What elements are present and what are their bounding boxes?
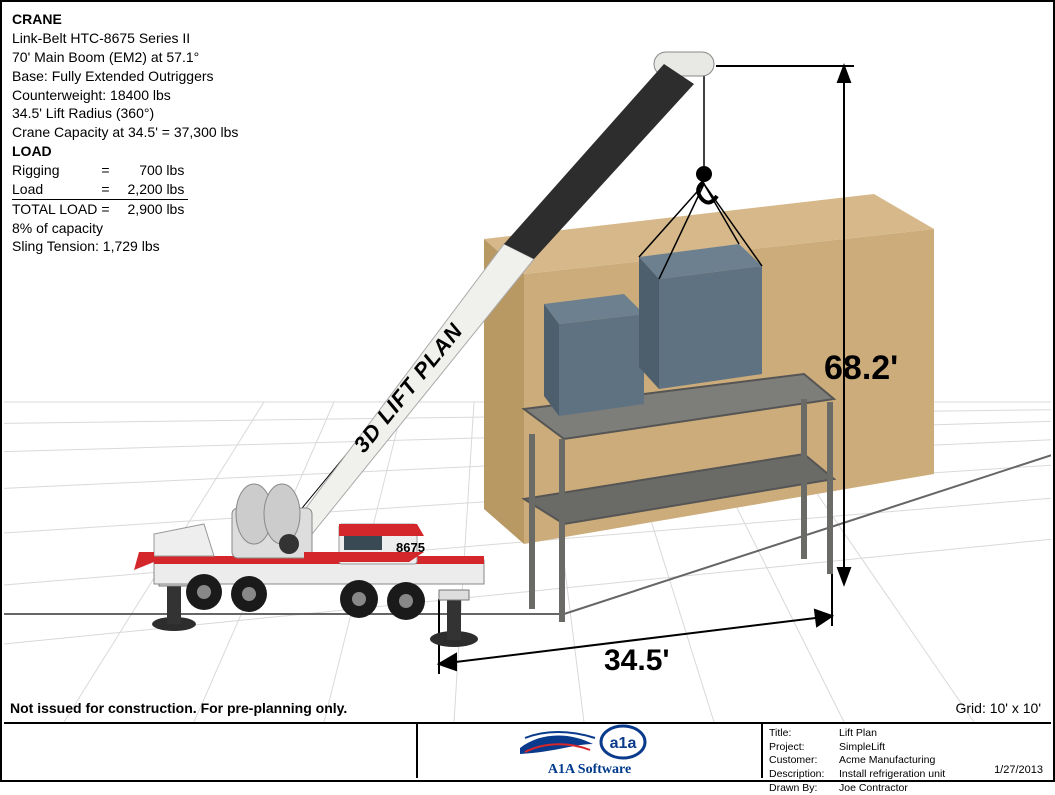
crane-model: Link-Belt HTC-8675 Series II <box>12 29 238 48</box>
disclaimer: Not issued for construction. For pre-pla… <box>10 700 347 716</box>
svg-text:a1a: a1a <box>609 735 636 752</box>
grid-note: Grid: 10' x 10' <box>956 700 1042 716</box>
load-pct: 8% of capacity <box>12 219 188 238</box>
boom-label: 3D LIFT PLAN <box>348 318 467 457</box>
tb-title-v: Lift Plan <box>839 727 877 741</box>
titleblock: a1a A1A Software Title: Lift Plan Project… <box>4 722 1051 778</box>
tb-desc-k: Description: <box>769 768 833 782</box>
box-resting <box>544 294 644 416</box>
tb-title-k: Title: <box>769 727 833 741</box>
tb-project-v: SimpleLift <box>839 741 885 755</box>
tb-drawn-k: Drawn By: <box>769 782 833 795</box>
crane-truck: 8675 <box>134 484 484 647</box>
total-value: 2,900 lbs <box>114 199 189 218</box>
crane-counterweight: Counterweight: 18400 lbs <box>12 86 238 105</box>
crane-heading: CRANE <box>12 10 238 29</box>
a1a-logo-icon: a1a <box>515 724 665 760</box>
dim-horizontal-label: 34.5' <box>604 644 670 678</box>
crane-capacity: Crane Capacity at 34.5' = 37,300 lbs <box>12 123 238 142</box>
load-table: Rigging = 700 lbs Load = 2,200 lbs TOTAL… <box>12 161 188 219</box>
drawing-frame: 3D LIFT PLAN <box>0 0 1055 782</box>
titleblock-date: 1/27/2013 <box>994 764 1043 776</box>
drawing-viewport: 3D LIFT PLAN <box>4 4 1051 722</box>
crane-radius: 34.5' Lift Radius (360°) <box>12 104 238 123</box>
tb-desc-v: Install refrigeration unit <box>839 768 945 782</box>
rigging-value: 700 lbs <box>114 161 189 180</box>
titleblock-logo: a1a A1A Software <box>416 724 761 778</box>
box-suspended <box>639 244 762 389</box>
crane-boom: 70' Main Boom (EM2) at 57.1° <box>12 48 238 67</box>
load-sling: Sling Tension: 1,729 lbs <box>12 237 188 256</box>
dim-vertical-label: 68.2' <box>824 349 898 388</box>
rigging-label: Rigging <box>12 161 101 180</box>
tb-drawn-v: Joe Contractor <box>839 782 908 795</box>
hook <box>696 166 717 203</box>
titleblock-blank <box>4 724 416 778</box>
tb-project-k: Project: <box>769 741 833 755</box>
crane-info: CRANE Link-Belt HTC-8675 Series II 70' M… <box>12 10 238 142</box>
total-label: TOTAL LOAD <box>12 199 101 218</box>
tb-customer-v: Acme Manufacturing <box>839 754 935 768</box>
load-info: LOAD Rigging = 700 lbs Load = 2,200 lbs … <box>12 142 188 256</box>
load-value: 2,200 lbs <box>114 180 189 199</box>
crane-base: Base: Fully Extended Outriggers <box>12 67 238 86</box>
load-label: Load <box>12 180 101 199</box>
load-heading: LOAD <box>12 142 188 161</box>
truck-number: 8675 <box>396 540 425 555</box>
tb-customer-k: Customer: <box>769 754 833 768</box>
brand-name: A1A Software <box>548 762 631 778</box>
